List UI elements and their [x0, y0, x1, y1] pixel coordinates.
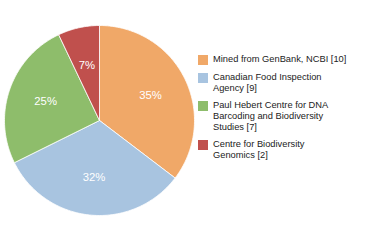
html-text:Centre for Biodiversity Genomi: Centre for Biodiversity Genomics [2]	[213, 139, 305, 161]
svg-text:32%: 32%	[83, 171, 106, 183]
html-text:Paul Hebert Centre for DNA Bar: Paul Hebert Centre for DNA Barcoding and…	[213, 99, 329, 133]
svg-text:7%: 7%	[79, 59, 95, 71]
svg-text:25%: 25%	[34, 95, 57, 107]
html-text:Canadian Food Inspection Agenc: Canadian Food Inspection Agency [9]	[213, 71, 322, 93]
html-text:Mined from GenBank, NCBI [10]: Mined from GenBank, NCBI [10]	[213, 54, 347, 65]
svg-text:35%: 35%	[139, 89, 162, 101]
